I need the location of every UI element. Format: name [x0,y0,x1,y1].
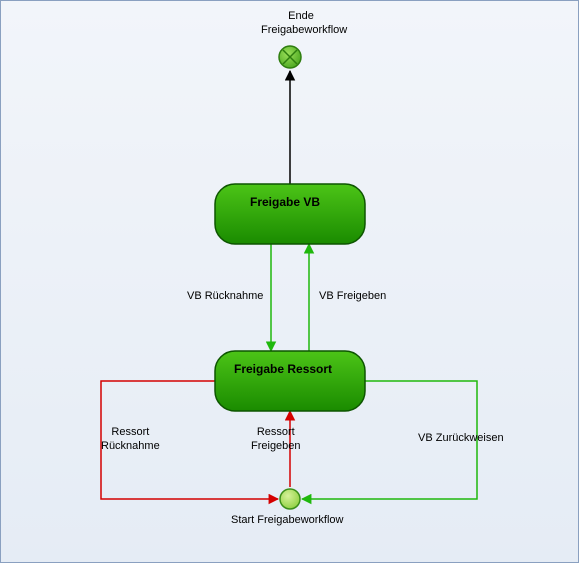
edge-label-ressort-freigeben: Ressort Freigeben [251,425,301,454]
edge-label-vb-freigeben: VB Freigeben [319,289,386,303]
edge-label-ressort-ruecknahme: Ressort Rücknahme [101,425,160,454]
workflow-diagram [1,1,579,563]
edge-label-vb-ruecknahme: VB Rücknahme [187,289,263,303]
freigabe-ressort-node [215,351,365,411]
edge-label-vb-zurueckweisen: VB Zurückweisen [418,431,504,445]
end-node [279,46,301,68]
freigabe-vb-label: Freigabe VB [250,195,320,211]
start-label: Start Freigabeworkflow [231,513,344,527]
freigabe-ressort-label: Freigabe Ressort [234,362,332,378]
start-node [280,489,300,509]
end-label: Ende Freigabeworkflow [261,9,341,38]
freigabe-vb-node [215,184,365,244]
